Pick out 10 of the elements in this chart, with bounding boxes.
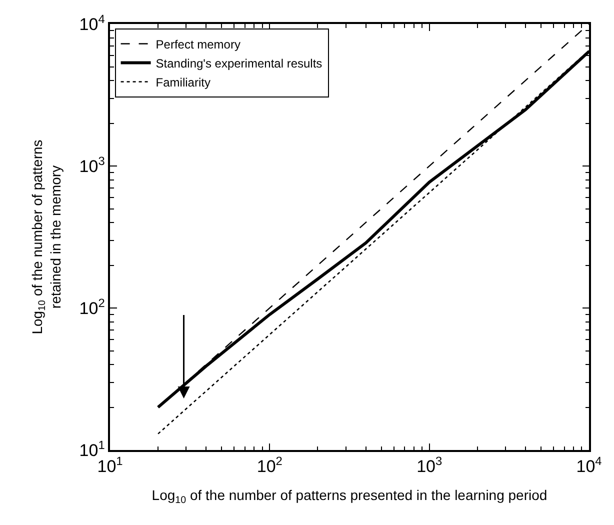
legend-label: Standing's experimental results	[156, 56, 322, 70]
y-tick-label: 10$^{2}$	[79, 296, 106, 318]
legend-label: Perfect memory	[156, 37, 240, 52]
x-tick-label: 10$^{4}$	[576, 454, 602, 476]
y-tick-label: 10$^{3}$	[79, 154, 106, 176]
legend-label: Familiarity	[156, 75, 210, 90]
x-axis-title: Log$_{10}$ of the number of patterns presented in the learning period	[152, 486, 548, 506]
x-tick-label: 10$^{2}$	[256, 454, 283, 476]
x-tick-label: 10$^{3}$	[416, 454, 442, 476]
y-tick-label: 10$^{4}$	[79, 12, 106, 34]
